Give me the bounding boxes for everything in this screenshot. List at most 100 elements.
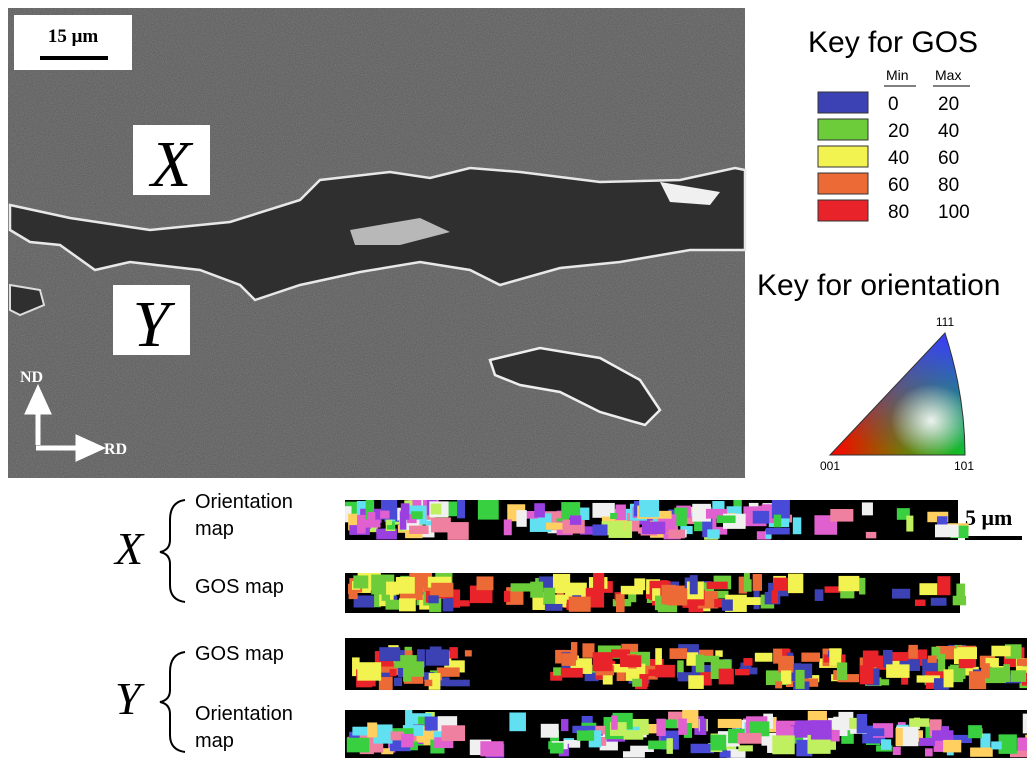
group-label: Y — [115, 673, 145, 724]
grain — [738, 733, 762, 744]
grain — [639, 500, 659, 517]
grain — [788, 574, 803, 594]
key-swatch — [818, 200, 868, 221]
grain — [399, 598, 416, 611]
grain — [658, 605, 677, 612]
key-header: Max — [935, 67, 961, 83]
grain — [570, 515, 581, 524]
grain — [860, 665, 874, 684]
grain — [991, 646, 1010, 657]
sem-image: 15 μm X Y ND RD — [8, 8, 745, 478]
panel-label: Orientation — [195, 703, 293, 725]
gos-key: Key for GOS Min Max 02020404060608080100 — [808, 26, 978, 223]
grain — [625, 521, 633, 538]
grain — [896, 728, 903, 746]
grain — [991, 741, 1002, 749]
panel-label: Orientation — [195, 491, 293, 513]
grain — [455, 600, 470, 606]
axis-label: ND — [20, 369, 43, 386]
grain — [704, 656, 720, 662]
grain — [881, 739, 891, 749]
grain — [357, 662, 381, 680]
grain — [385, 600, 400, 610]
group-label: X — [113, 523, 145, 574]
grain — [735, 669, 750, 675]
grain — [707, 529, 719, 538]
grain — [815, 589, 824, 601]
panel-label: map — [195, 518, 234, 540]
key-header: Min — [886, 67, 909, 83]
grain — [1003, 664, 1010, 682]
grain — [707, 582, 728, 589]
grain — [611, 715, 618, 729]
grain — [892, 589, 910, 599]
grain — [688, 675, 704, 689]
grain — [401, 734, 414, 747]
corner-label: 111 — [936, 315, 955, 329]
grain — [743, 658, 752, 666]
grain — [610, 513, 617, 519]
grain — [857, 714, 868, 733]
grain — [449, 647, 457, 658]
grain — [480, 741, 503, 756]
grain — [516, 510, 526, 527]
grain — [621, 586, 643, 595]
grain — [738, 745, 753, 751]
grain — [863, 651, 879, 668]
grain — [775, 681, 782, 688]
grain — [774, 515, 781, 528]
grain — [541, 724, 559, 738]
corner-label: 001 — [820, 459, 840, 473]
grain — [430, 646, 442, 658]
grain — [441, 725, 465, 741]
grain — [424, 680, 432, 686]
key-max: 100 — [938, 202, 970, 223]
key-title: Key for GOS — [808, 26, 978, 59]
grain — [561, 719, 568, 731]
grain — [928, 656, 937, 663]
key-min: 80 — [888, 202, 909, 223]
key-swatch — [818, 92, 868, 113]
grain — [717, 515, 736, 523]
grain — [753, 511, 769, 524]
grain — [504, 591, 510, 602]
key-max: 80 — [938, 175, 959, 196]
grain — [935, 524, 959, 537]
panel-label: GOS map — [195, 576, 284, 598]
grain — [793, 517, 801, 534]
grain — [477, 576, 494, 590]
grain — [837, 662, 847, 680]
grain — [478, 500, 499, 520]
key-swatch — [818, 173, 868, 194]
grain — [655, 665, 675, 678]
grain — [401, 503, 410, 519]
grain — [593, 573, 604, 590]
figure: 15 μm X Y ND RD Key for GOS Min Max 0202… — [0, 0, 1027, 758]
grain — [908, 645, 917, 659]
grain — [620, 655, 641, 667]
grain — [941, 726, 949, 739]
corner-label: 101 — [954, 459, 974, 473]
grain — [561, 653, 575, 666]
grain — [457, 500, 465, 518]
maps: 5 μm X Y OrientationmapGOS mapGOS mapOri… — [113, 491, 1027, 758]
key-swatch — [818, 146, 868, 167]
brace — [160, 500, 185, 602]
grain — [1023, 714, 1027, 734]
grain — [352, 727, 369, 736]
region-label: Y — [133, 288, 176, 361]
page: 15 μm X Y ND RD Key for GOS Min Max 0202… — [0, 0, 1027, 758]
axis-label: RD — [104, 441, 127, 458]
grain — [431, 504, 442, 515]
grain — [509, 712, 526, 731]
grain — [504, 519, 512, 535]
grain — [543, 588, 555, 605]
grain — [696, 655, 705, 673]
grain — [919, 583, 937, 595]
grain — [1010, 670, 1026, 682]
grain — [943, 740, 961, 752]
grain — [700, 719, 706, 735]
grain — [931, 598, 947, 606]
grain — [642, 522, 665, 535]
key-title: Key for orientation — [757, 269, 1000, 302]
